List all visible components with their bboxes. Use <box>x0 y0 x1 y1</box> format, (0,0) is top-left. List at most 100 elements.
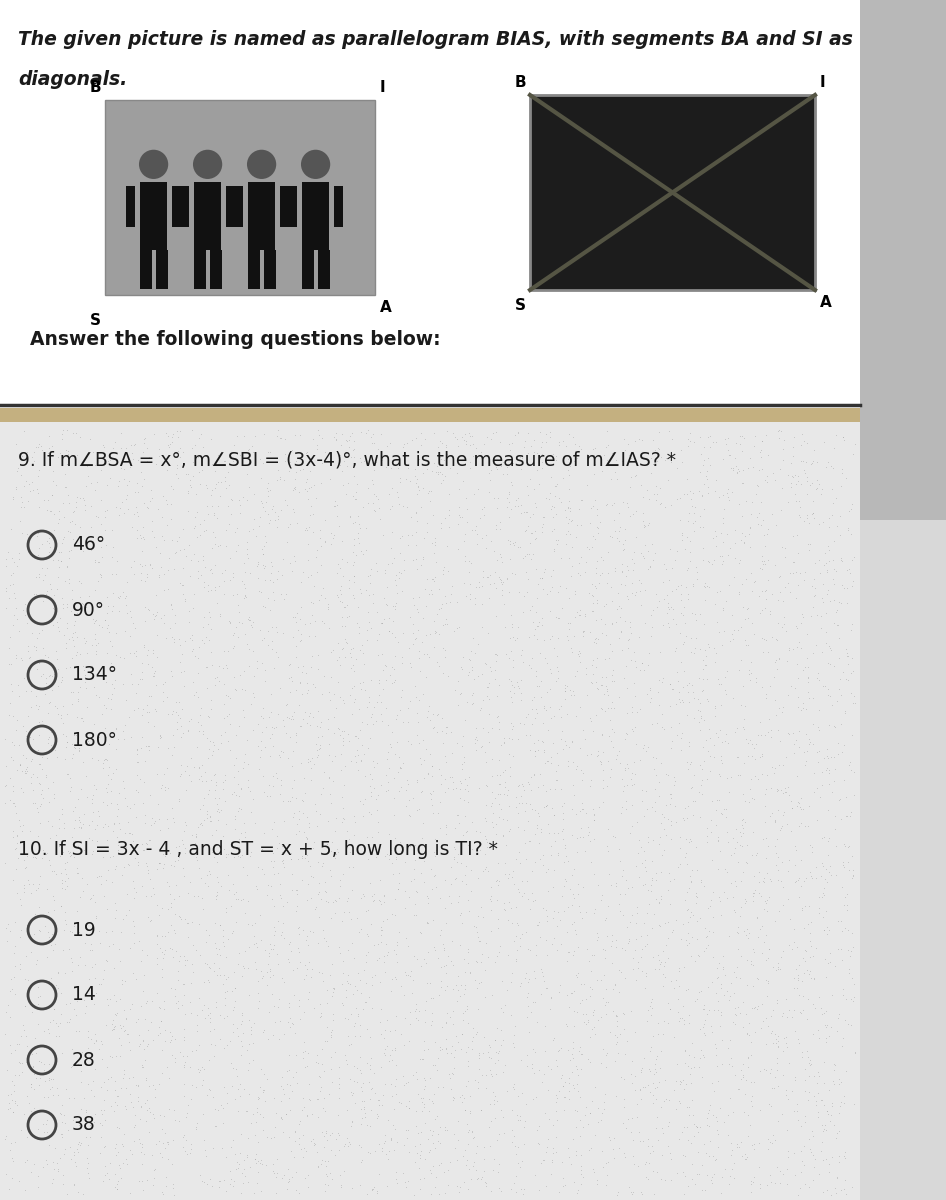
Point <box>356 794 371 814</box>
Point <box>68 725 83 744</box>
Text: I: I <box>380 80 386 95</box>
Point <box>2 706 17 725</box>
Point <box>701 935 716 954</box>
Point <box>832 679 847 698</box>
Point <box>612 894 627 913</box>
Point <box>156 564 171 583</box>
Point <box>753 443 768 462</box>
Point <box>110 1171 125 1190</box>
Point <box>590 629 605 648</box>
Point <box>13 755 28 774</box>
Point <box>703 1016 718 1036</box>
Point <box>270 517 285 536</box>
Point <box>444 952 459 971</box>
Point <box>340 607 355 626</box>
Point <box>289 1074 305 1093</box>
Point <box>421 889 436 908</box>
Point <box>531 613 546 632</box>
Point <box>564 511 579 530</box>
Point <box>115 721 131 740</box>
Point <box>12 960 27 979</box>
Point <box>291 482 307 502</box>
Point <box>89 868 104 887</box>
Point <box>554 599 569 618</box>
Point <box>375 526 390 545</box>
Point <box>754 546 769 565</box>
Point <box>524 714 539 733</box>
Point <box>595 1103 610 1122</box>
Point <box>88 1031 103 1050</box>
Point <box>220 462 236 481</box>
Point <box>59 994 74 1013</box>
Point <box>213 535 228 554</box>
Point <box>599 1004 614 1024</box>
Point <box>566 682 581 701</box>
Point <box>611 1182 626 1200</box>
Point <box>612 532 627 551</box>
Point <box>307 626 323 646</box>
Point <box>136 840 151 859</box>
Point <box>372 1165 387 1184</box>
Point <box>479 654 494 673</box>
Point <box>764 721 780 740</box>
Text: B: B <box>90 80 101 95</box>
Point <box>416 751 431 770</box>
Point <box>320 1018 335 1037</box>
Point <box>709 432 724 451</box>
Point <box>75 752 90 772</box>
Point <box>19 443 34 462</box>
Point <box>41 703 56 722</box>
Point <box>208 1099 223 1118</box>
Point <box>360 926 376 946</box>
Point <box>371 670 386 689</box>
Point <box>192 758 207 778</box>
Point <box>237 942 253 961</box>
Point <box>536 630 552 649</box>
Point <box>118 1009 133 1028</box>
Text: The given picture is named as parallelogram BIAS, with segments BA and SI as: The given picture is named as parallelog… <box>18 30 853 49</box>
Point <box>289 451 304 470</box>
Point <box>781 1054 797 1073</box>
Point <box>724 458 739 478</box>
Point <box>631 1122 646 1141</box>
Point <box>644 851 659 870</box>
Point <box>488 644 503 664</box>
Point <box>342 732 357 751</box>
Point <box>586 601 601 620</box>
Point <box>254 1150 269 1169</box>
Point <box>716 449 731 468</box>
Point <box>207 934 222 953</box>
Point <box>346 572 361 592</box>
Point <box>150 738 166 757</box>
Point <box>682 1014 697 1033</box>
Point <box>229 1060 244 1079</box>
Point <box>75 712 90 731</box>
Point <box>595 760 610 779</box>
Point <box>826 1055 841 1074</box>
Point <box>688 638 703 658</box>
Point <box>319 892 334 911</box>
Point <box>791 955 806 974</box>
Point <box>22 875 37 894</box>
Point <box>298 702 313 721</box>
Point <box>643 875 658 894</box>
Point <box>562 1081 577 1100</box>
Point <box>759 684 774 703</box>
Point <box>425 1091 440 1110</box>
Point <box>166 812 182 832</box>
Point <box>233 445 248 464</box>
Point <box>790 966 805 985</box>
Point <box>57 871 72 890</box>
Point <box>729 748 745 767</box>
Point <box>598 677 613 696</box>
Point <box>165 1154 180 1174</box>
Point <box>40 1154 55 1174</box>
Point <box>438 752 453 772</box>
Point <box>26 636 42 655</box>
Point <box>643 1062 658 1081</box>
Point <box>618 1147 633 1166</box>
Point <box>639 925 655 944</box>
Point <box>512 842 527 862</box>
Point <box>444 743 459 762</box>
Point <box>272 834 287 853</box>
